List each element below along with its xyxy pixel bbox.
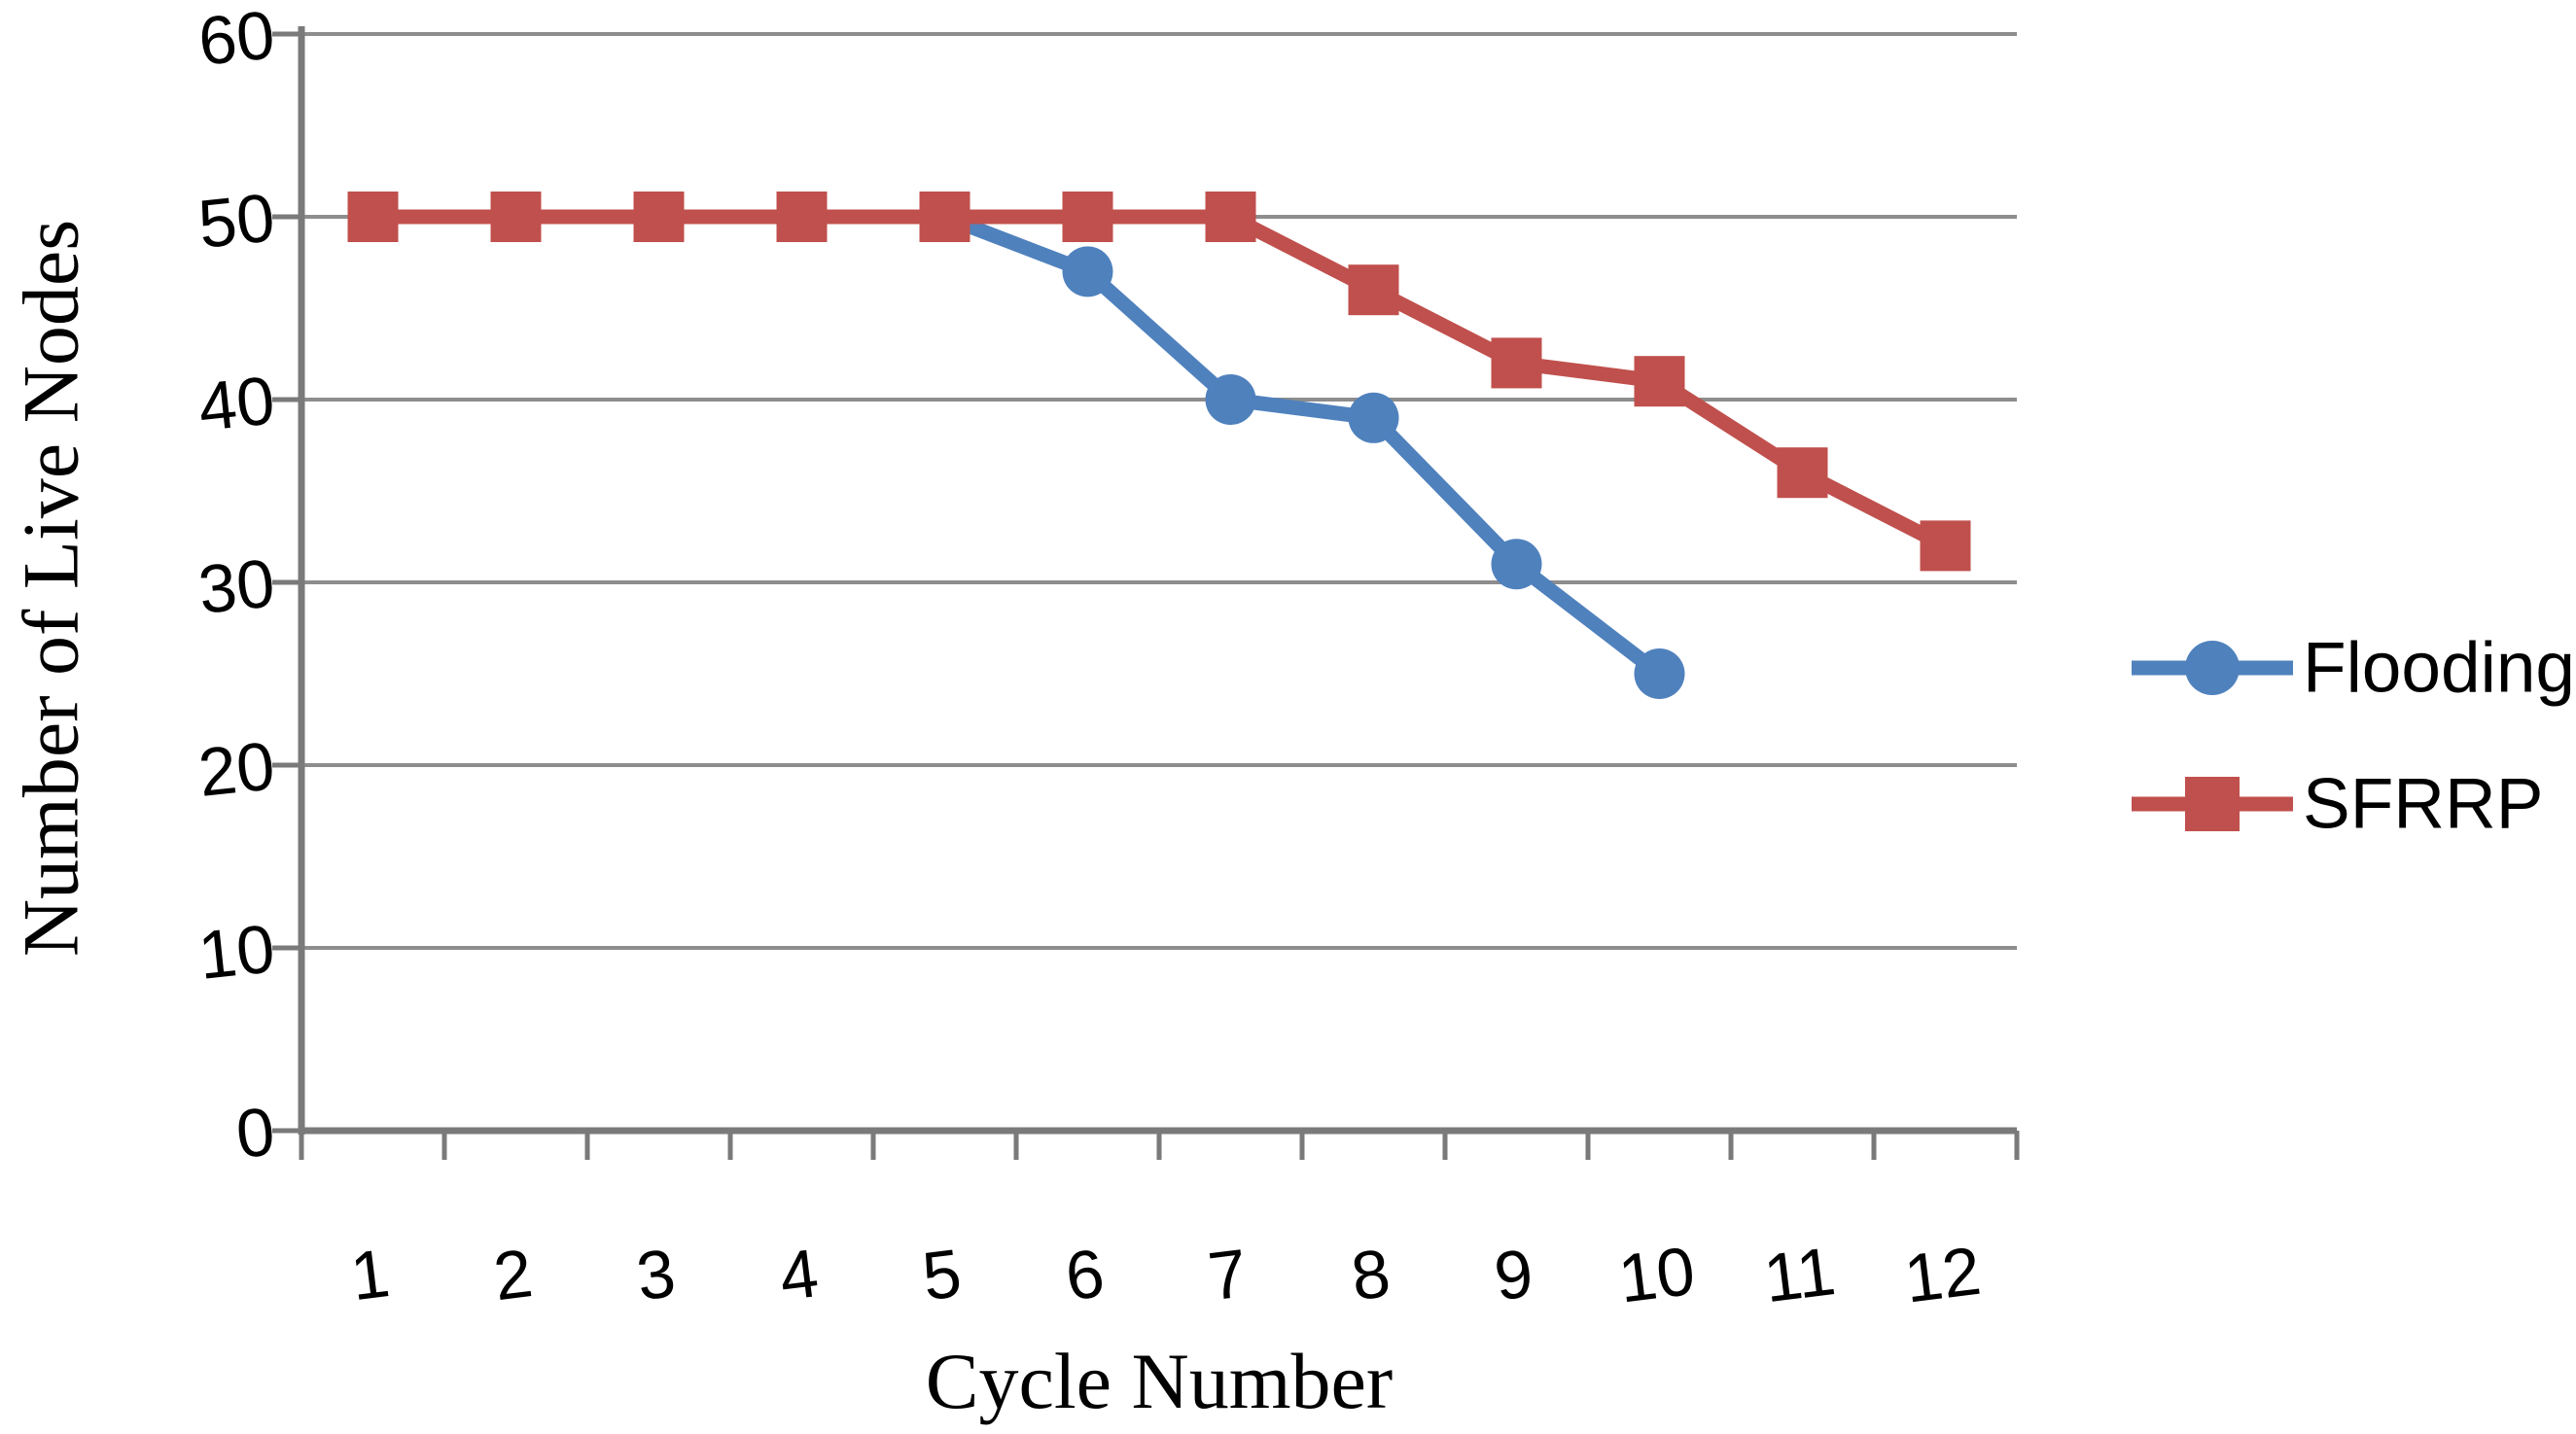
y-tick-label: 20 <box>194 727 278 811</box>
marker-sfrrp <box>490 192 542 242</box>
y-tick-label: 60 <box>194 0 278 80</box>
marker-flooding <box>1348 392 1399 443</box>
marker-sfrrp <box>1205 192 1256 242</box>
legend-marker-flooding <box>2185 641 2240 695</box>
y-tick-label: 0 <box>232 1093 278 1172</box>
marker-sfrrp <box>1491 337 1542 389</box>
x-tick-label: 5 <box>918 1235 965 1314</box>
data-series <box>347 192 1971 699</box>
marker-sfrrp <box>919 192 970 242</box>
marker-sfrrp <box>1634 356 1685 407</box>
series-line-sfrrp <box>372 209 1949 553</box>
y-tick-label: 50 <box>194 179 278 262</box>
x-tick-label: 2 <box>489 1235 536 1314</box>
legend-label-sfrrp: SFRRP <box>2303 765 2543 844</box>
y-tick-label: 10 <box>194 910 278 994</box>
x-tick-label: 9 <box>1490 1235 1536 1314</box>
legend-label-flooding: Flooding <box>2303 629 2575 708</box>
marker-sfrrp <box>347 192 399 242</box>
marker-flooding <box>1062 246 1113 297</box>
x-tick-label: 8 <box>1347 1235 1394 1314</box>
marker-sfrrp <box>633 192 685 242</box>
marker-sfrrp <box>776 192 828 242</box>
marker-flooding <box>1205 374 1256 425</box>
legend-markers <box>2132 641 2293 831</box>
x-tick-label: 1 <box>346 1235 393 1314</box>
marker-sfrrp <box>1062 192 1113 242</box>
x-tick-label: 12 <box>1900 1233 1985 1317</box>
y-tick-label: 40 <box>194 362 278 445</box>
x-tick-label: 11 <box>1760 1233 1840 1316</box>
x-tick-label: 7 <box>1204 1235 1251 1314</box>
marker-sfrrp <box>1920 520 1971 572</box>
x-tick-label: 4 <box>775 1235 822 1314</box>
axes <box>272 26 2020 1160</box>
x-tick-label: 6 <box>1061 1235 1108 1314</box>
legend: Flooding SFRRP <box>2132 629 2575 844</box>
x-tick-label: 3 <box>632 1235 679 1314</box>
marker-flooding <box>1491 539 1542 590</box>
y-tick-label: 30 <box>194 544 278 628</box>
marker-sfrrp <box>1777 447 1828 499</box>
marker-sfrrp <box>1348 264 1399 316</box>
series-line-flooding <box>372 209 1665 680</box>
gridlines <box>301 32 2017 950</box>
y-axis-title: Number of Live Nodes <box>7 220 95 957</box>
x-tick-label: 10 <box>1614 1233 1699 1317</box>
x-axis-title: Cycle Number <box>926 1337 1393 1425</box>
marker-flooding <box>1634 648 1685 699</box>
legend-marker-sfrrp <box>2185 777 2240 831</box>
